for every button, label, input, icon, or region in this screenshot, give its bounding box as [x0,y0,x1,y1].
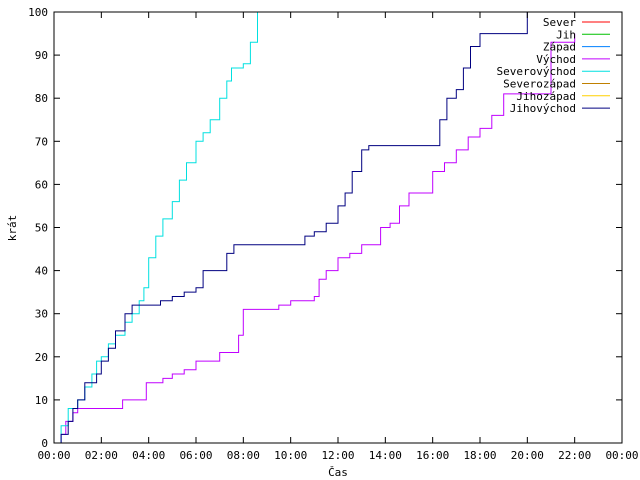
legend-label: Severozápad [503,78,576,91]
y-tick-label: 30 [35,308,48,321]
x-tick-label: 08:00 [227,449,260,462]
legend-label: Sever [543,16,576,29]
series-line-Severovýchod [54,12,258,444]
x-tick-label: 10:00 [274,449,307,462]
legend-label: Západ [543,41,576,54]
series-line-Jihovýchod [54,12,528,444]
x-tick-label: 00:00 [37,449,70,462]
y-tick-label: 70 [35,135,48,148]
x-tick-label: 12:00 [321,449,354,462]
legend-label: Severovýchod [497,65,576,78]
y-tick-label: 0 [41,437,48,450]
legend-label: Jih [556,28,576,41]
y-tick-label: 80 [35,92,48,105]
legend-label: Východ [536,53,576,66]
x-tick-label: 14:00 [369,449,402,462]
y-tick-label: 40 [35,265,48,278]
x-tick-label: 16:00 [416,449,449,462]
legend-label: Jihozápad [516,90,576,103]
x-tick-label: 06:00 [179,449,212,462]
series-layer [54,12,576,444]
y-tick-label: 50 [35,222,48,235]
legend-label: Jihovýchod [510,102,576,115]
x-tick-label: 22:00 [558,449,591,462]
series-line-Východ [54,33,576,444]
ticks-layer: 00:00 02:00 04:00 06:00 08:00 10:00 12:00 14:00… [28,6,638,462]
y-axis-label: krát [6,215,19,242]
y-tick-label: 10 [35,394,48,407]
y-tick-label: 60 [35,178,48,191]
x-tick-label: 18:00 [463,449,496,462]
legend: SeverJihZápadVýchodSeverovýchodSeverozáp… [497,16,610,115]
y-tick-label: 20 [35,351,48,364]
y-tick-label: 90 [35,49,48,62]
x-tick-label: 00:00 [605,449,638,462]
x-tick-label: 02:00 [85,449,118,462]
x-tick-label: 04:00 [132,449,165,462]
x-tick-label: 20:00 [511,449,544,462]
x-axis-label: Čas [328,466,348,479]
y-tick-label: 100 [28,6,48,19]
